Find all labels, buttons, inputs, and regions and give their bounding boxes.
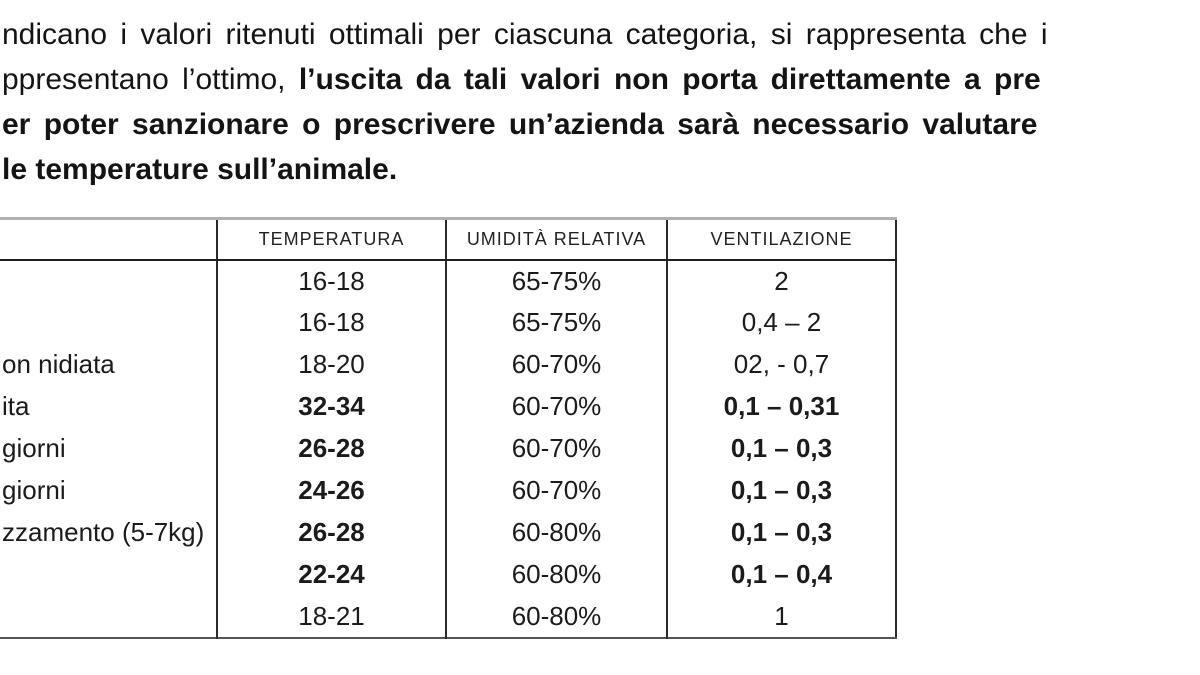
header-temperatura: TEMPERATURA [216, 218, 446, 261]
header-category [0, 218, 217, 261]
paragraph-text-normal: ppresentano l’ottimo, [2, 63, 299, 96]
cell-label: zzamento (5-7kg) [2, 517, 205, 547]
cell-temperatura: 18-21 [216, 595, 446, 638]
cell-ventilazione: 0,4 – 2 [666, 301, 896, 344]
table-header-row: TEMPERATURA UMIDITÀ RELATIVA VENTILAZION… [0, 218, 896, 261]
paragraph-text-bold: l’uscita da tali valori non porta dirett… [298, 63, 1041, 96]
cell-umidita: 65-75% [445, 301, 667, 344]
cell-temperatura: 24-26 [216, 469, 446, 512]
cell-temperatura: 26-28 [216, 427, 446, 470]
table-row: on nidiata 18-20 60-70% 02, - 0,7 [0, 343, 896, 386]
table-row: 22-24 60-80% 0,1 – 0,4 [0, 553, 896, 596]
table-row: 16-18 65-75% 2 [0, 259, 896, 302]
cell-ventilazione: 0,1 – 0,3 [666, 511, 896, 554]
cell-temperatura: 26-28 [216, 511, 446, 554]
intro-paragraph: ndicano i valori ritenuti ottimali per c… [2, 12, 1048, 192]
cell-temperatura: 18-20 [216, 343, 446, 386]
cell-label [0, 260, 217, 302]
cell-temperatura: 22-24 [216, 553, 446, 596]
cell-umidita: 60-70% [445, 427, 667, 470]
cell-label [0, 596, 217, 638]
paragraph-text-normal: ndicano i valori ritenuti ottimali per c… [2, 18, 1048, 51]
cell-label: giorni [2, 433, 66, 463]
cell-ventilazione: 0,1 – 0,4 [666, 553, 896, 596]
cell-ventilazione: 0,1 – 0,3 [666, 469, 896, 512]
cell-umidita: 60-80% [445, 553, 667, 596]
cell-ventilazione: 02, - 0,7 [666, 343, 896, 386]
cell-ventilazione: 0,1 – 0,3 [666, 427, 896, 470]
paragraph-line: ndicano i valori ritenuti ottimali per c… [2, 12, 1048, 57]
cell-label: giorni [2, 475, 66, 505]
cell-umidita: 60-70% [445, 469, 667, 512]
cell-temperatura: 16-18 [216, 301, 446, 344]
paragraph-line: er poter sanzionare o prescrivere un’azi… [2, 102, 1048, 147]
paragraph-text-bold: er poter sanzionare o prescrivere un’azi… [2, 108, 1038, 141]
climate-parameters-table: TEMPERATURA UMIDITÀ RELATIVA VENTILAZION… [0, 217, 897, 639]
table-row: 16-18 65-75% 0,4 – 2 [0, 301, 896, 344]
cell-umidita: 60-70% [445, 385, 667, 428]
paragraph-line: le temperature sull’animale. [2, 147, 1048, 192]
cell-ventilazione: 2 [666, 259, 896, 302]
header-umidita-relativa: UMIDITÀ RELATIVA [445, 218, 667, 261]
cell-temperatura: 16-18 [216, 259, 446, 302]
cell-umidita: 60-70% [445, 343, 667, 386]
cell-ventilazione: 0,1 – 0,31 [666, 385, 896, 428]
cell-umidita: 65-75% [445, 259, 667, 302]
paragraph-text-bold: le temperature sull’animale. [2, 153, 398, 186]
paragraph-line: ppresentano l’ottimo, l’uscita da tali v… [2, 57, 1048, 102]
table-row: zzamento (5-7kg) 26-28 60-80% 0,1 – 0,3 [0, 511, 896, 554]
cell-ventilazione: 1 [666, 595, 896, 638]
cell-label [0, 554, 217, 596]
cell-umidita: 60-80% [445, 511, 667, 554]
table-row: giorni 24-26 60-70% 0,1 – 0,3 [0, 469, 896, 512]
header-ventilazione: VENTILAZIONE [666, 218, 896, 261]
table-row: ita 32-34 60-70% 0,1 – 0,31 [0, 385, 896, 428]
cell-umidita: 60-80% [445, 595, 667, 638]
table-row: 18-21 60-80% 1 [0, 595, 896, 638]
table-row: giorni 26-28 60-70% 0,1 – 0,3 [0, 427, 896, 470]
cell-label: on nidiata [2, 349, 115, 379]
cell-temperatura: 32-34 [216, 385, 446, 428]
cell-label: ita [2, 391, 30, 421]
cell-label [0, 302, 217, 344]
